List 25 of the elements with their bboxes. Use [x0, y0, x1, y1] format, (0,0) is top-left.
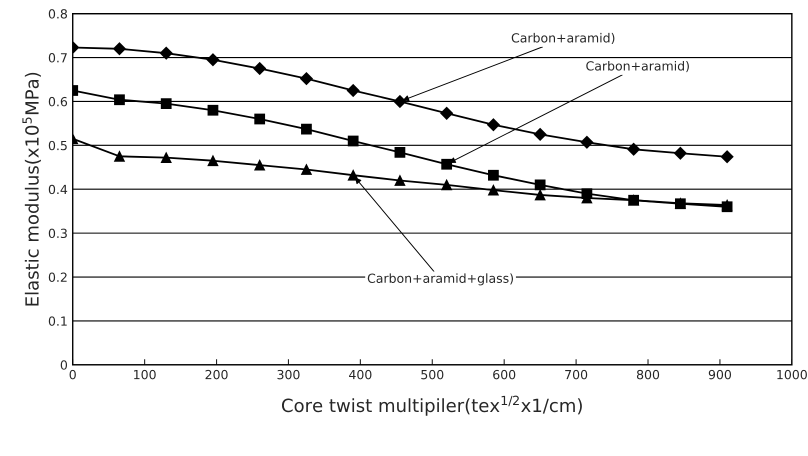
y-tick-label: 0.7: [48, 53, 67, 62]
x-axis-title: Core twist multipiler(tex$^{1/2}$x1/cm): [282, 396, 582, 416]
x-tick-label: 400: [349, 370, 372, 380]
y-tick-label: 0: [60, 360, 68, 370]
x-tick-label: 500: [421, 370, 444, 380]
x-tick-label: 0: [70, 370, 76, 380]
y-axis-title: Elastic modulus(x10$^{5}$MPa): [22, 72, 41, 306]
y-tick-label: 0.1: [48, 316, 67, 326]
x-tick-label: 200: [206, 370, 228, 380]
annotation: Carbon+aramid): [512, 32, 614, 44]
x-tick-label: 600: [493, 370, 516, 380]
annotation: Carbon+aramid): [586, 60, 689, 72]
x-tick-label: 800: [636, 370, 660, 380]
y-tick-label: 0.5: [48, 140, 67, 150]
x-tick-label: 1000: [777, 370, 807, 380]
y-tick-label: 0.3: [48, 228, 67, 238]
annotation: Carbon+aramid+glass): [368, 273, 513, 286]
x-tick-label: 300: [277, 370, 300, 380]
y-tick-label: 0.6: [48, 96, 68, 106]
y-tick-label: 0.2: [48, 272, 67, 282]
x-tick-label: 100: [134, 370, 156, 380]
x-tick-label: 700: [565, 370, 588, 380]
y-tick-label: 0.4: [48, 184, 68, 194]
x-tick-label: 900: [708, 370, 732, 380]
y-tick-label: 0.8: [48, 9, 68, 19]
